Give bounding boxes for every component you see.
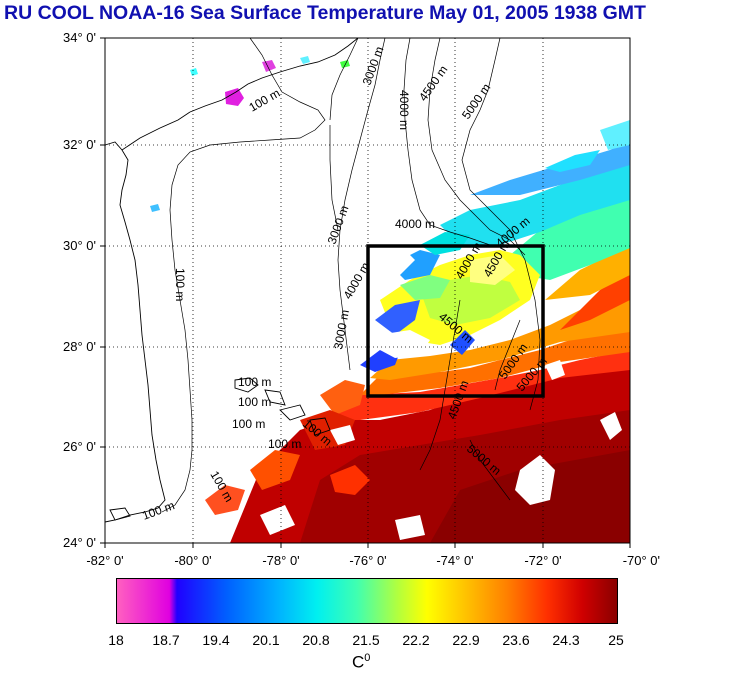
lon-label: -80° 0' [174,553,212,568]
lat-label: 28° 0' [63,339,96,354]
coastline [104,37,359,523]
lat-label: 30° 0' [63,238,96,253]
map-title: RU COOL NOAA-16 Sea Surface Temperature … [4,2,646,24]
contour-label: 3000 m [331,309,352,351]
colorbar-tick: 19.4 [202,632,230,648]
colorbar-tick: 22.9 [452,632,480,648]
colorbar-tick: 23.6 [502,632,530,648]
axis-ticks [100,37,631,548]
lat-label: 24° 0' [63,535,96,550]
colorbar-unit: C0 [352,652,371,672]
contour-label: 3000 m [325,204,352,246]
colorbar-tick: 24.3 [552,632,580,648]
lat-label: 34° 0' [63,30,96,45]
colorbar-tick: 25 [608,632,624,648]
lon-label: -70° 0' [622,553,660,568]
lat-label: 32° 0' [63,137,96,152]
lon-label: -78° 0' [262,553,300,568]
colorbar-tick: 21.5 [352,632,380,648]
contour-label: 100 m [140,498,176,523]
colorbar-tick: 20.1 [252,632,280,648]
lat-label: 26° 0' [63,439,96,454]
contour-label: 100 m [232,417,265,431]
contour-label: 4000 m [395,217,435,231]
contour-label: 100 m [247,86,283,115]
contour-label: 100 m [238,375,271,389]
colorbar-tick: 18.7 [152,632,180,648]
colorbar-tick: 20.8 [302,632,330,648]
contour-label: 100 m [173,268,187,301]
bathymetry-contours [161,37,541,513]
colorbar [116,578,618,624]
colorbar-tick: 22.2 [402,632,430,648]
study-area-box [366,244,545,398]
contour-label: 4000 m [397,90,411,130]
sst-imagery [150,56,630,543]
lon-label: -74° 0' [436,553,474,568]
contour-label: 100 m [238,395,271,409]
lon-label: -76° 0' [349,553,387,568]
contour-label: 5000 m [459,81,493,122]
contour-label: 3000 m [360,45,387,87]
colorbar-tick: 18 [108,632,124,648]
lon-label: -82° 0' [86,553,124,568]
contour-label: 100 m [268,437,301,451]
lon-label: -72° 0' [524,553,562,568]
